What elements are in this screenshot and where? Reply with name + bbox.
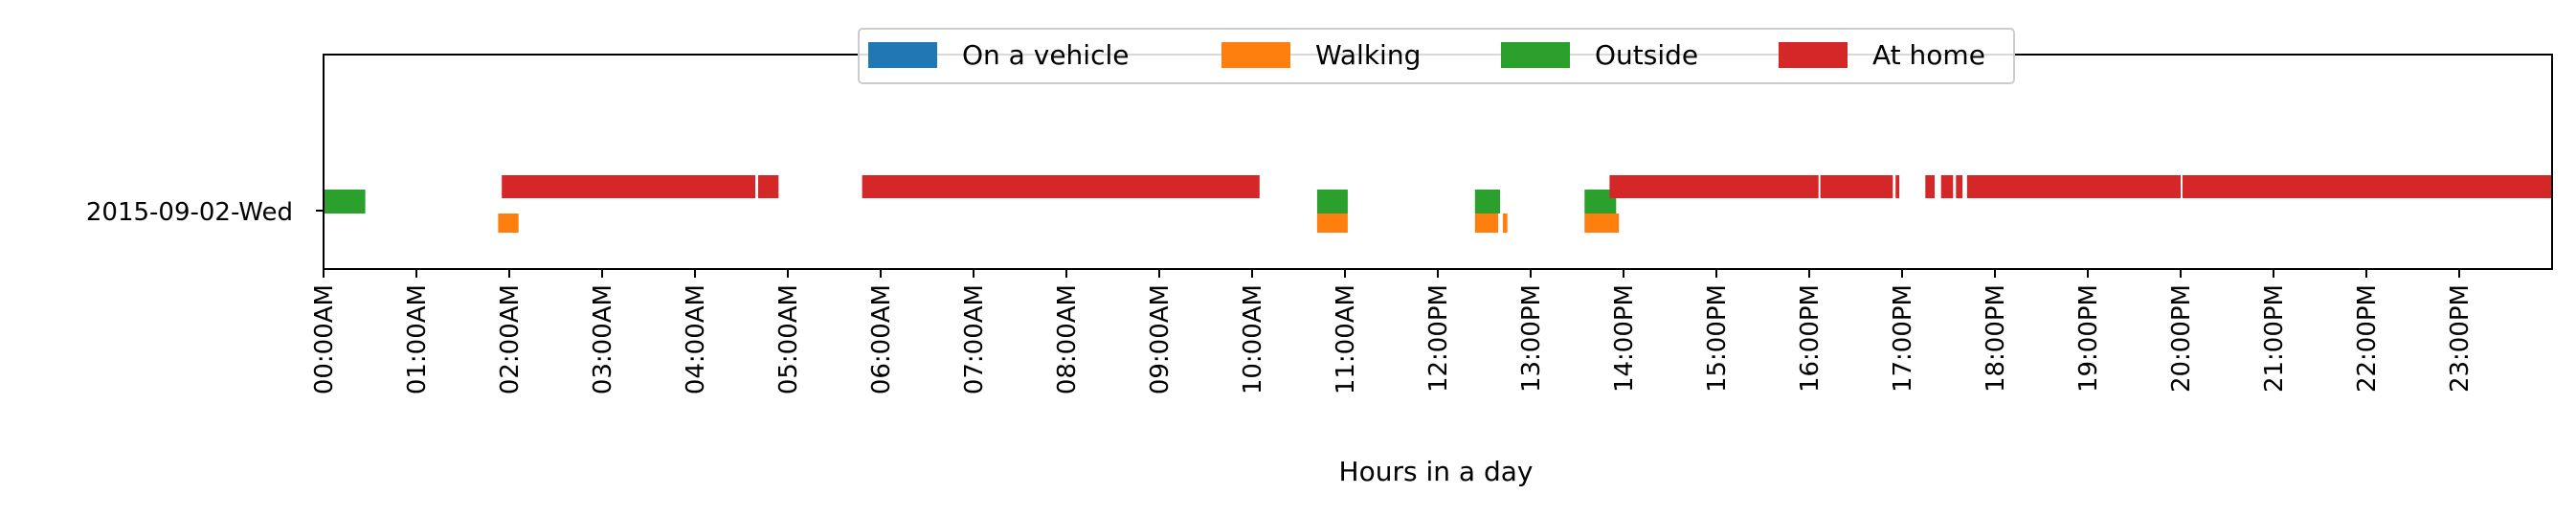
x-tick-label: 04:00AM <box>682 284 710 394</box>
x-tick-label: 21:00PM <box>2260 284 2289 393</box>
x-tick-label: 07:00AM <box>960 284 989 394</box>
y-axis: 2015-09-02-Wed <box>86 198 324 227</box>
x-axis: 00:00AM 01:00AM 02:00AM 03:00AM 04:00AM 05:00… <box>310 269 2475 394</box>
row-label: 2015-09-02-Wed <box>86 198 293 227</box>
legend-box <box>858 28 2015 84</box>
bar-walking-4 <box>1584 214 1620 233</box>
x-tick-label: 22:00PM <box>2353 284 2382 393</box>
bar-at-home-8 <box>1956 175 1963 198</box>
bar-at-home-1 <box>758 175 779 198</box>
bar-at-home-3 <box>1609 175 1819 198</box>
bar-walking-0 <box>498 214 519 233</box>
bar-at-home-5 <box>1895 175 1900 198</box>
bar-at-home-6 <box>1925 175 1935 198</box>
bar-outside-2 <box>1474 190 1500 214</box>
x-tick-label: 17:00PM <box>1889 284 1917 393</box>
legend-swatch <box>1501 42 1570 68</box>
legend-swatch <box>868 42 937 68</box>
bar-outside-0 <box>324 190 366 214</box>
bar-walking-1 <box>1316 214 1348 233</box>
legend-label: On a vehicle <box>962 39 1129 71</box>
x-tick-label: 00:00AM <box>310 284 339 394</box>
bar-walking-3 <box>1502 214 1508 233</box>
x-tick-label: 20:00PM <box>2167 284 2196 393</box>
x-tick-label: 13:00PM <box>1517 284 1546 393</box>
legend-label: Walking <box>1315 39 1421 71</box>
x-tick-label: 18:00PM <box>1982 284 2010 393</box>
legend-entry: Outside <box>1501 39 1698 71</box>
x-tick-label: 06:00AM <box>867 284 896 394</box>
x-tick-label: 08:00AM <box>1053 284 1082 394</box>
legend-swatch <box>1779 42 1848 68</box>
plot-frame <box>323 54 2553 270</box>
x-tick-label: 02:00AM <box>496 284 525 394</box>
bar-at-home-10 <box>2182 175 2552 198</box>
legend-entry: On a vehicle <box>868 39 1129 71</box>
legend-entry: Walking <box>1221 39 1421 71</box>
x-tick-label: 09:00AM <box>1146 284 1175 394</box>
bar-at-home-4 <box>1820 175 1893 198</box>
x-tick-label: 05:00AM <box>774 284 803 394</box>
x-tick-label: 11:00AM <box>1332 284 1360 394</box>
x-tick-label: 16:00PM <box>1796 284 1825 393</box>
bar-at-home-7 <box>1940 175 1954 198</box>
legend: On a vehicle Walking Outside At home <box>858 28 2015 84</box>
x-tick-label: 01:00AM <box>403 284 432 394</box>
x-axis-label: Hours in a day <box>1339 456 1534 487</box>
bar-at-home-0 <box>502 175 755 198</box>
x-tick-label: 12:00PM <box>1424 284 1453 393</box>
x-tick-label: 19:00PM <box>2074 284 2103 393</box>
x-tick-label: 03:00AM <box>589 284 617 394</box>
legend-entry: At home <box>1779 39 1985 71</box>
x-tick-label: 10:00AM <box>1239 284 1267 394</box>
x-tick-label: 14:00PM <box>1610 284 1639 393</box>
x-tick-label: 15:00PM <box>1703 284 1732 393</box>
bar-at-home-9 <box>1966 175 2181 198</box>
bar-outside-1 <box>1316 190 1348 214</box>
legend-label: At home <box>1872 39 1985 71</box>
x-tick-label: 23:00PM <box>2446 284 2475 393</box>
bar-walking-2 <box>1474 214 1498 233</box>
legend-swatch <box>1221 42 1290 68</box>
interval-bars <box>324 175 2552 233</box>
bar-at-home-2 <box>862 175 1260 198</box>
legend-label: Outside <box>1595 39 1698 71</box>
